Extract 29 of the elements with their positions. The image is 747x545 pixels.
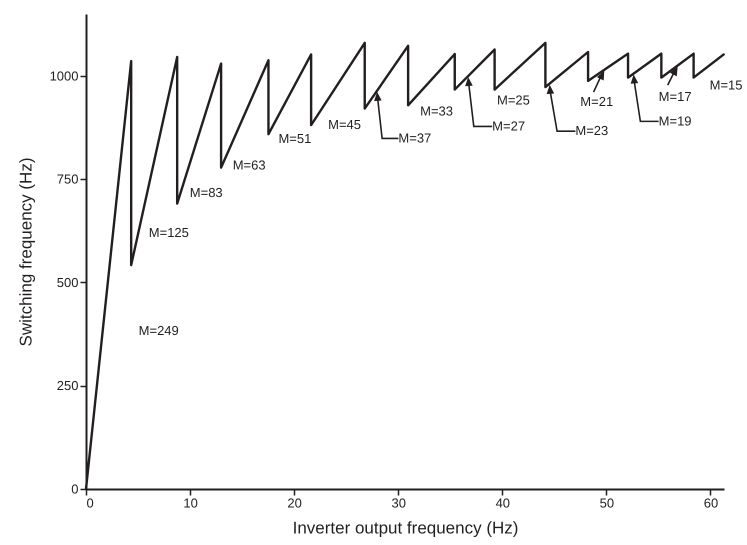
y-tick-label: 500 bbox=[56, 274, 78, 290]
y-tick-label: 250 bbox=[56, 378, 78, 394]
annotation: M=125 bbox=[148, 225, 189, 240]
annotation: M=17 bbox=[658, 88, 692, 104]
annotation: M=83 bbox=[190, 184, 223, 200]
annotation: M=45 bbox=[328, 117, 362, 132]
y-tick-label: 750 bbox=[56, 172, 78, 187]
y-tick-label: 1000 bbox=[50, 68, 78, 84]
annotation: M=21 bbox=[580, 94, 614, 110]
annotation: M=15 bbox=[710, 77, 742, 92]
annotation: M=27 bbox=[492, 118, 526, 134]
x-axis-title: Inverter output frequency (Hz) bbox=[292, 518, 518, 538]
x-tick-label: 10 bbox=[183, 496, 198, 510]
x-tick-label: 0 bbox=[86, 496, 94, 510]
x-tick-label: 50 bbox=[600, 496, 614, 510]
annotation: M=33 bbox=[420, 103, 454, 118]
annotation: M=63 bbox=[232, 158, 266, 173]
annotation: M=51 bbox=[278, 131, 312, 146]
annotation: M=249 bbox=[138, 323, 179, 338]
y-tick-label: 0 bbox=[71, 482, 78, 496]
annotation: M=19 bbox=[658, 113, 692, 128]
x-tick-label: 40 bbox=[496, 496, 510, 510]
annotation: M=25 bbox=[497, 92, 530, 108]
x-tick-label: 30 bbox=[392, 496, 406, 510]
x-tick-label: 60 bbox=[704, 496, 718, 510]
x-tick-label: 20 bbox=[287, 496, 302, 510]
y-axis-title: Switching frequency (Hz) bbox=[16, 158, 36, 346]
annotation: M=23 bbox=[575, 123, 608, 138]
annotation: M=37 bbox=[398, 130, 432, 146]
